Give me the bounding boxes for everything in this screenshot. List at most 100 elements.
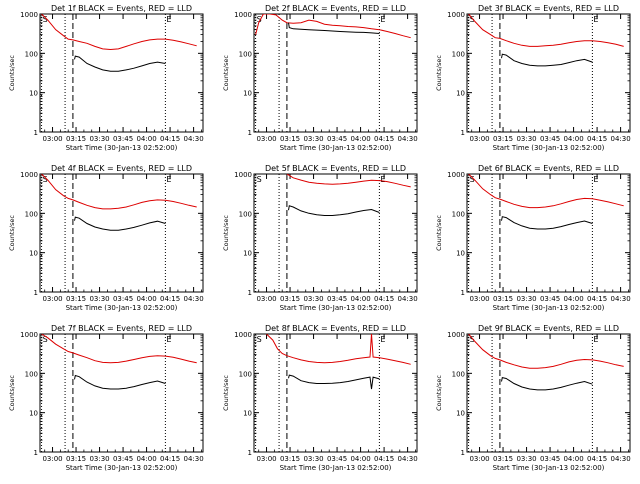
end-marker: E — [593, 175, 598, 184]
start-marker: S — [470, 15, 475, 24]
detector-panel-8: Det 8f BLACK = Events, RED = LLD 1 10 100 10… — [222, 324, 418, 472]
x-tick-label: 04:30 — [184, 455, 204, 463]
x-tick-label: 03:45 — [113, 135, 133, 143]
x-tick-label: 03:30 — [516, 135, 536, 143]
x-tick-label: 04:00 — [563, 135, 583, 143]
start-marker: S — [43, 335, 48, 344]
x-tick-label: 03:30 — [89, 295, 109, 303]
y-tick-label: 100 — [452, 370, 465, 378]
start-marker: S — [43, 175, 48, 184]
y-tick-label: 10 — [243, 250, 252, 258]
detector-panel-5: Det 5f BLACK = Events, RED = LLD 1 10 100 10… — [222, 164, 418, 312]
x-tick-label: 03:15 — [280, 135, 300, 143]
x-tick-label: 04:15 — [374, 295, 394, 303]
start-marker: S — [470, 175, 475, 184]
panel-title: Det 7f BLACK = Events, RED = LLD — [51, 324, 192, 333]
x-tick-label: 03:00 — [42, 455, 62, 463]
y-tick-label: 10 — [456, 410, 465, 418]
y-axis-label: Counts/sec — [222, 375, 230, 411]
y-tick-label: 1000 — [447, 331, 465, 339]
x-tick-label: 03:00 — [42, 135, 62, 143]
y-axis-label: Counts/sec — [8, 55, 16, 91]
x-tick-label: 04:30 — [611, 295, 631, 303]
x-axis-label: Start Time (30-Jan-13 02:52:00) — [66, 144, 178, 152]
y-axis-label: Counts/sec — [8, 215, 16, 251]
detector-panel-9: Det 9f BLACK = Events, RED = LLD 1 10 100 10… — [435, 324, 631, 472]
events-series-line — [74, 374, 166, 390]
x-tick-label: 03:45 — [327, 135, 347, 143]
y-tick-label: 1000 — [20, 331, 38, 339]
start-marker: S — [470, 335, 475, 344]
lld-series-line — [468, 174, 624, 209]
y-tick-label: 1 — [461, 289, 465, 297]
y-tick-label: 1000 — [20, 11, 38, 19]
x-tick-label: 04:15 — [587, 295, 607, 303]
lld-series-line — [41, 334, 197, 364]
x-tick-label: 04:30 — [611, 455, 631, 463]
x-tick-label: 04:30 — [398, 135, 418, 143]
y-tick-label: 1 — [248, 449, 252, 457]
x-tick-label: 04:00 — [350, 455, 370, 463]
start-marker: S — [43, 15, 48, 24]
y-tick-label: 1000 — [447, 11, 465, 19]
x-axis-label: Start Time (30-Jan-13 02:52:00) — [280, 144, 392, 152]
x-tick-label: 03:00 — [256, 295, 276, 303]
plot-frame — [466, 333, 631, 453]
x-tick-label: 03:00 — [469, 295, 489, 303]
y-tick-label: 1000 — [234, 171, 252, 179]
lld-series-line — [468, 334, 624, 369]
x-tick-label: 03:15 — [280, 295, 300, 303]
x-tick-label: 03:30 — [516, 295, 536, 303]
x-tick-label: 04:15 — [587, 455, 607, 463]
x-axis-label: Start Time (30-Jan-13 02:52:00) — [493, 304, 605, 312]
detector-panel-4: Det 4f BLACK = Events, RED = LLD 1 10 100 10… — [8, 164, 204, 312]
x-tick-label: 03:45 — [113, 455, 133, 463]
y-tick-label: 100 — [25, 50, 38, 58]
end-marker: E — [380, 175, 385, 184]
x-tick-label: 04:00 — [350, 295, 370, 303]
lld-series-line — [255, 14, 411, 39]
y-tick-label: 1000 — [20, 171, 38, 179]
x-tick-label: 03:45 — [113, 295, 133, 303]
y-tick-label: 10 — [29, 250, 38, 258]
x-tick-label: 03:30 — [89, 455, 109, 463]
y-tick-label: 10 — [243, 90, 252, 98]
x-tick-label: 04:30 — [611, 135, 631, 143]
x-tick-label: 04:00 — [136, 295, 156, 303]
y-tick-label: 10 — [456, 90, 465, 98]
plot-frame — [253, 173, 418, 293]
y-tick-label: 10 — [243, 410, 252, 418]
plot-frame — [39, 13, 204, 133]
events-series-line — [288, 205, 380, 216]
y-tick-label: 1 — [34, 449, 38, 457]
x-tick-label: 04:30 — [398, 295, 418, 303]
y-tick-label: 1000 — [234, 11, 252, 19]
x-tick-label: 03:15 — [493, 455, 513, 463]
events-series-line — [288, 374, 380, 390]
y-tick-label: 100 — [25, 370, 38, 378]
end-marker: E — [166, 175, 171, 184]
lld-series-line — [468, 14, 624, 47]
plot-frame — [39, 173, 204, 293]
x-tick-label: 03:00 — [469, 455, 489, 463]
events-series-line — [501, 376, 593, 391]
x-tick-label: 04:00 — [136, 135, 156, 143]
x-tick-label: 03:30 — [303, 455, 323, 463]
y-tick-label: 100 — [25, 210, 38, 218]
y-axis-label: Counts/sec — [435, 55, 443, 91]
y-tick-label: 10 — [29, 410, 38, 418]
x-axis-label: Start Time (30-Jan-13 02:52:00) — [493, 144, 605, 152]
end-marker: E — [166, 335, 171, 344]
panel-title: Det 8f BLACK = Events, RED = LLD — [265, 324, 406, 333]
detector-panel-2: Det 2f BLACK = Events, RED = LLD 1 10 100 10… — [222, 4, 418, 152]
y-tick-label: 1 — [461, 449, 465, 457]
x-tick-label: 03:15 — [66, 135, 86, 143]
x-tick-label: 04:00 — [136, 455, 156, 463]
x-tick-label: 03:45 — [327, 455, 347, 463]
x-tick-label: 03:45 — [540, 295, 560, 303]
x-tick-label: 03:45 — [327, 295, 347, 303]
y-axis-label: Counts/sec — [8, 375, 16, 411]
panel-title: Det 6f BLACK = Events, RED = LLD — [478, 164, 619, 173]
x-axis-label: Start Time (30-Jan-13 02:52:00) — [280, 304, 392, 312]
